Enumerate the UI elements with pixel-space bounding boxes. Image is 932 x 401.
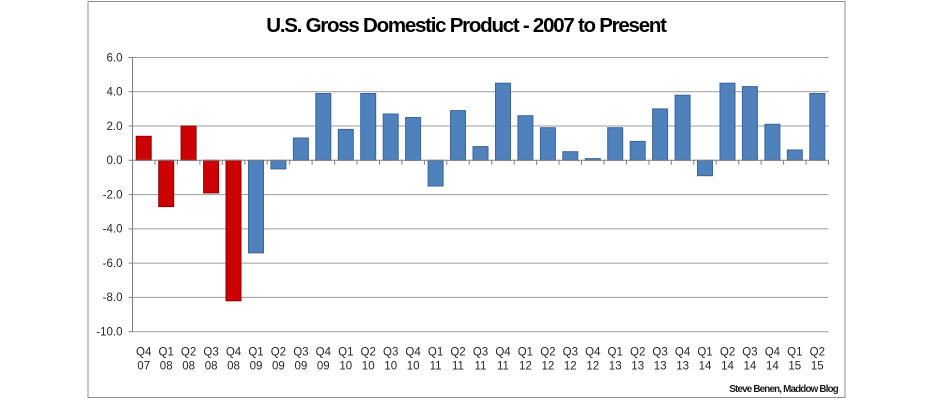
svg-text:11: 11	[452, 361, 464, 373]
svg-text:Q1: Q1	[697, 346, 712, 358]
svg-text:Q2: Q2	[361, 346, 376, 358]
svg-text:13: 13	[676, 361, 689, 373]
svg-text:14: 14	[699, 361, 712, 373]
svg-text:11: 11	[430, 361, 442, 373]
svg-text:12: 12	[519, 361, 532, 373]
svg-text:Q1: Q1	[338, 346, 353, 358]
svg-text:08: 08	[227, 361, 240, 373]
svg-text:Q1: Q1	[787, 346, 802, 358]
svg-text:14: 14	[766, 361, 779, 373]
svg-text:Q3: Q3	[383, 346, 398, 358]
svg-text:09: 09	[272, 361, 285, 373]
svg-text:Q3: Q3	[652, 346, 667, 358]
svg-text:10: 10	[339, 361, 352, 373]
svg-text:09: 09	[317, 361, 330, 373]
svg-text:09: 09	[295, 361, 308, 373]
svg-text:U.S. Gross Domestic Product -: U.S. Gross Domestic Product - 2007 to Pr…	[266, 14, 667, 37]
svg-text:10: 10	[362, 361, 375, 373]
svg-text:14: 14	[744, 361, 757, 373]
svg-text:Q2: Q2	[181, 346, 196, 358]
svg-text:07: 07	[137, 361, 150, 373]
svg-text:Q2: Q2	[271, 346, 286, 358]
svg-text:4.0: 4.0	[107, 87, 123, 99]
svg-text:13: 13	[631, 361, 644, 373]
svg-text:15: 15	[788, 361, 801, 373]
svg-text:13: 13	[654, 361, 667, 373]
svg-text:08: 08	[182, 361, 195, 373]
svg-text:Q4: Q4	[405, 346, 421, 358]
svg-text:Q3: Q3	[742, 346, 757, 358]
svg-text:13: 13	[609, 361, 622, 373]
svg-text:Q4: Q4	[585, 346, 601, 358]
svg-text:Q2: Q2	[720, 346, 735, 358]
svg-text:08: 08	[160, 361, 173, 373]
svg-text:Q4: Q4	[136, 346, 152, 358]
svg-text:-6.0: -6.0	[103, 258, 123, 270]
svg-text:Q2: Q2	[630, 346, 645, 358]
svg-text:10: 10	[384, 361, 397, 373]
svg-text:15: 15	[811, 361, 824, 373]
svg-text:10: 10	[407, 361, 420, 373]
svg-text:Q4: Q4	[495, 346, 511, 358]
svg-text:Steve Benen, Maddow Blog: Steve Benen, Maddow Blog	[729, 384, 839, 395]
svg-text:Q2: Q2	[540, 346, 555, 358]
svg-text:Q3: Q3	[563, 346, 578, 358]
svg-text:6.0: 6.0	[107, 52, 123, 64]
svg-text:-8.0: -8.0	[103, 292, 123, 304]
svg-text:Q1: Q1	[428, 346, 443, 358]
svg-text:12: 12	[586, 361, 599, 373]
svg-text:14: 14	[721, 361, 734, 373]
svg-text:Q1: Q1	[248, 346, 263, 358]
svg-text:-4.0: -4.0	[103, 224, 123, 236]
svg-text:11: 11	[475, 361, 487, 373]
svg-text:Q3: Q3	[473, 346, 488, 358]
svg-text:Q4: Q4	[765, 346, 781, 358]
svg-text:09: 09	[250, 361, 263, 373]
svg-text:12: 12	[542, 361, 555, 373]
svg-text:12: 12	[564, 361, 577, 373]
svg-text:Q1: Q1	[518, 346, 533, 358]
svg-text:2.0: 2.0	[107, 121, 123, 133]
svg-text:Q1: Q1	[608, 346, 623, 358]
svg-text:08: 08	[205, 361, 218, 373]
svg-text:Q4: Q4	[316, 346, 332, 358]
svg-text:Q1: Q1	[159, 346, 174, 358]
svg-text:0.0: 0.0	[107, 155, 123, 167]
svg-text:-10.0: -10.0	[96, 327, 122, 339]
svg-text:Q4: Q4	[226, 346, 242, 358]
svg-text:Q3: Q3	[203, 346, 218, 358]
svg-text:Q3: Q3	[293, 346, 308, 358]
svg-text:11: 11	[497, 361, 509, 373]
svg-text:Q4: Q4	[675, 346, 691, 358]
svg-text:Q2: Q2	[450, 346, 465, 358]
svg-text:-2.0: -2.0	[103, 189, 123, 201]
svg-text:Q2: Q2	[810, 346, 825, 358]
